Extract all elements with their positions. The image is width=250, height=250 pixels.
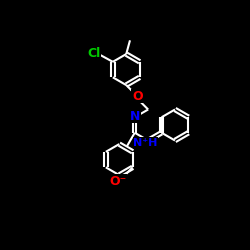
- Text: Cl: Cl: [87, 46, 100, 60]
- Text: N⁺H: N⁺H: [134, 138, 158, 148]
- Text: O: O: [132, 90, 142, 102]
- Text: O⁻: O⁻: [109, 174, 126, 188]
- Text: N: N: [130, 110, 140, 122]
